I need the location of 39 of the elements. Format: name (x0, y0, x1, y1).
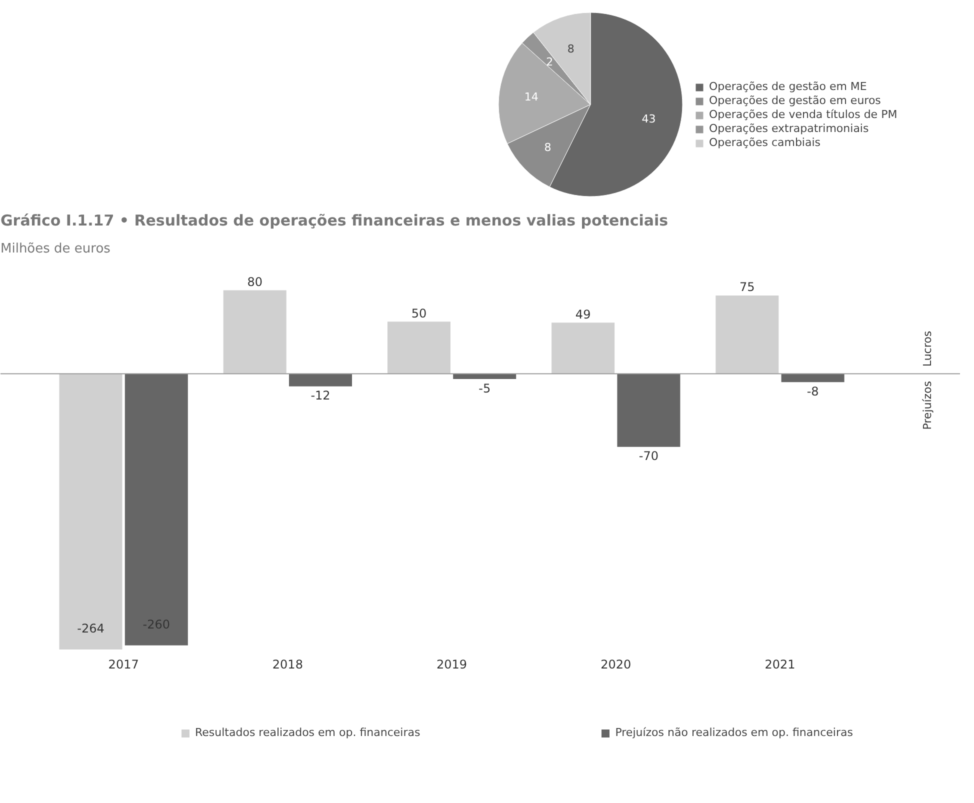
data-label: 14 (524, 90, 538, 104)
legend-label: Operações de gestão em ME (709, 80, 867, 93)
chart-subtitle: Milhões de euros (0, 242, 111, 256)
x-tick-label: 2017 (108, 658, 139, 672)
data-label: 43 (642, 112, 656, 126)
x-tick-label: 2020 (600, 658, 632, 672)
x-tick-label: 2021 (764, 658, 796, 672)
bar (781, 374, 844, 382)
data-label: 2 (546, 55, 554, 68)
data-label: -5 (478, 381, 491, 396)
bar (387, 322, 450, 374)
x-tick-label: 2019 (436, 658, 468, 672)
bar (288, 374, 352, 386)
data-label: 8 (567, 42, 574, 56)
bar (59, 374, 122, 650)
legend-label: Operações extrapatrimoniais (709, 122, 869, 135)
legend-label: Operações de gestão em euros (709, 94, 881, 107)
legend-label: Prejuízos não realizados em op. financeiras (615, 726, 853, 739)
bar (552, 322, 615, 374)
data-label: 75 (740, 280, 755, 294)
data-label: -70 (638, 449, 659, 464)
data-label: -264 (77, 622, 104, 636)
legend-label: Operações de venda títulos de PM (709, 108, 898, 121)
data-label: 8 (544, 140, 552, 154)
data-label: 49 (575, 307, 591, 322)
data-label: 80 (247, 274, 263, 289)
bar (124, 374, 188, 646)
data-label: -12 (310, 388, 330, 403)
bar (716, 295, 779, 374)
legend-label: Resultados realizados em op. financeiras (195, 726, 420, 739)
data-label: 50 (411, 306, 427, 320)
bar (617, 374, 680, 447)
annotation: Prejuízos (921, 380, 934, 430)
chart-title: Gráfico I.1.17 • Resultados de operações financeiras e menos valias potenciais (0, 212, 668, 230)
x-tick-label: 2018 (272, 658, 303, 672)
data-label: -8 (806, 384, 819, 398)
annotation: Lucros (921, 330, 934, 367)
legend-label: Operações cambiais (709, 136, 821, 149)
bar (223, 290, 286, 374)
